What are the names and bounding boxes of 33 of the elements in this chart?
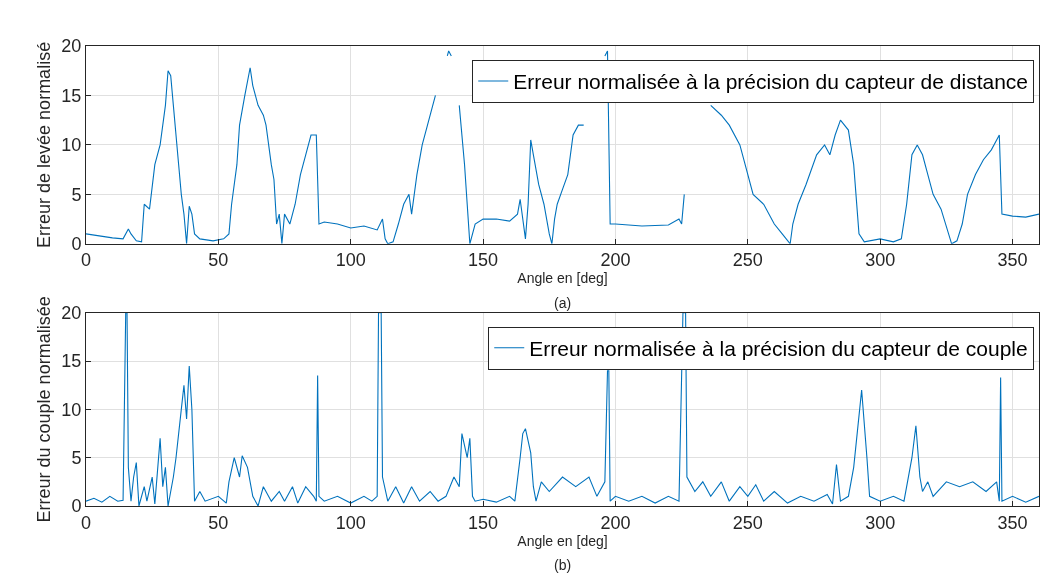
- legend-label: Erreur normalisée à la précision du capteur de couple: [529, 336, 1028, 360]
- x-tick-label: 50: [208, 512, 229, 533]
- x-tick-label: 200: [600, 512, 631, 533]
- x-tick-label: 150: [468, 250, 499, 271]
- line-series: [86, 312, 1039, 506]
- y-axis-title: Erreur du couple normalisée: [33, 296, 54, 523]
- legend-label: Erreur normalisée à la précision du capteur de distance: [513, 70, 1029, 94]
- y-tick-label: 10: [61, 135, 82, 156]
- x-tick-label: 250: [732, 512, 763, 533]
- y-tick-label: 0: [71, 234, 82, 255]
- x-tick-label: 100: [335, 250, 366, 271]
- x-tick-label: 300: [865, 512, 896, 533]
- y-tick-label: 5: [71, 184, 82, 205]
- y-tick-label: 20: [61, 303, 82, 324]
- text: (b): [554, 557, 572, 573]
- y-tick-label: 20: [61, 36, 82, 57]
- y-tick-label: 0: [71, 496, 82, 517]
- x-tick-label: 50: [208, 250, 229, 271]
- y-tick-label: 10: [61, 399, 82, 420]
- x-tick-label: 250: [732, 250, 763, 271]
- y-tick-label: 15: [61, 351, 82, 372]
- x-tick-label: 300: [865, 250, 896, 271]
- x-tick-label: 200: [600, 250, 631, 271]
- x-tick-label: 350: [997, 250, 1028, 271]
- y-axis-title: Erreur de levée normalisé: [33, 41, 54, 248]
- x-tick-label: 100: [335, 512, 366, 533]
- y-tick-label: 15: [61, 85, 82, 106]
- x-axis-title: Angle en [deg]: [517, 270, 608, 287]
- text: (a): [554, 295, 572, 311]
- x-tick-label: 150: [468, 512, 499, 533]
- x-tick-label: 350: [997, 512, 1028, 533]
- x-axis-title: Angle en [deg]: [517, 532, 608, 549]
- y-tick-label: 5: [71, 448, 82, 468]
